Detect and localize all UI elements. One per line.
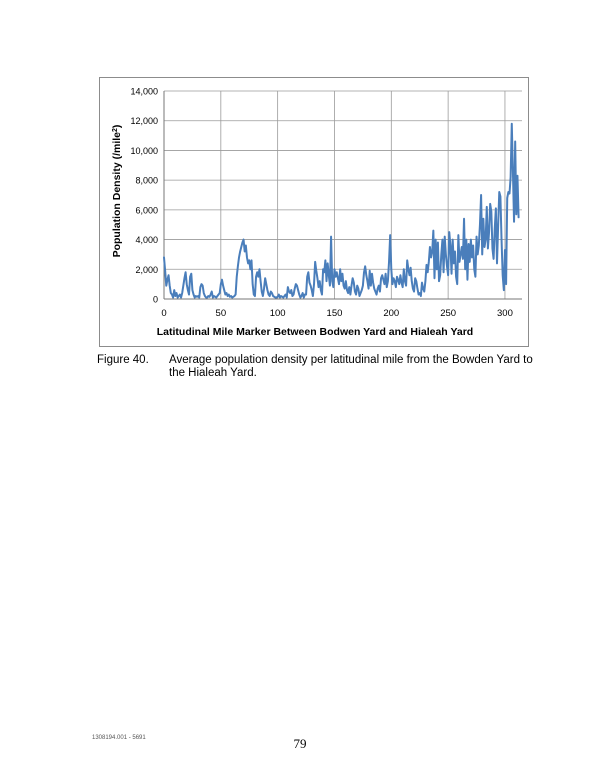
population-density-series-line [163,122,520,299]
chart-frame: 0 2,000 4,000 6,000 8,000 10,000 12,000 14,000 0… [99,77,529,347]
x-tick-label: 300 [497,308,513,319]
x-tick-label: 0 [161,308,166,319]
figure-caption-text: Average population density per latitudin… [169,354,533,379]
page-number: 79 [293,736,307,751]
y-tick-label: 8,000 [135,176,158,186]
x-tick-label: 50 [216,308,227,319]
y-tick-label: 6,000 [135,205,158,215]
y-tick-label: 0 [153,295,158,305]
x-tick-label: 200 [383,308,399,319]
y-tick-label: 2,000 [135,265,158,275]
x-tick-label: 250 [440,308,456,319]
y-axis-label: Population Density (/mile2) [111,125,123,258]
figure-number: Figure 40. [97,354,149,366]
document-code: 1308194.001 - 5691 [92,735,146,741]
x-tick-label: 100 [270,308,286,319]
y-tick-label: 10,000 [130,146,158,156]
y-tick-label: 12,000 [130,116,158,126]
x-axis-label: Latitudinal Mile Marker Between Bodwen Y… [157,326,473,338]
x-tick-label: 150 [327,308,343,319]
y-tick-label: 4,000 [135,235,158,245]
population-density-chart: 0 2,000 4,000 6,000 8,000 10,000 12,000 14,000 0… [111,87,522,338]
y-tick-label: 14,000 [130,87,158,97]
